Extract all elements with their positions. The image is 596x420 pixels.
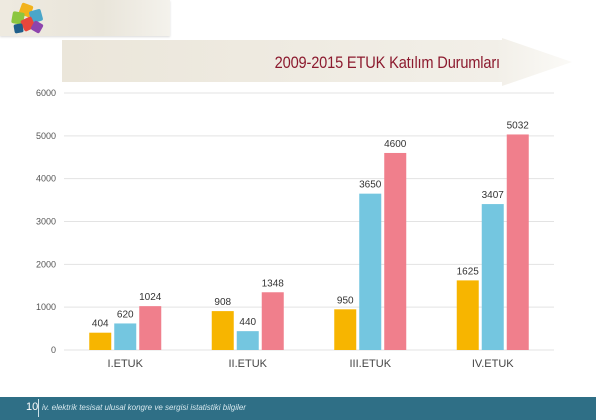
data-label: 4600	[384, 139, 407, 150]
data-label: 1348	[262, 278, 285, 289]
data-label: 1625	[457, 266, 480, 277]
y-tick-label: 0	[51, 345, 56, 355]
page-number: 10	[26, 401, 39, 413]
bar	[261, 292, 284, 350]
y-tick-label: 4000	[36, 174, 56, 184]
data-label: 404	[92, 319, 109, 330]
y-tick-label: 5000	[36, 131, 56, 141]
data-label: 1024	[139, 292, 162, 303]
data-label: 908	[214, 297, 231, 308]
data-label: 440	[239, 317, 256, 328]
bar	[384, 152, 407, 350]
title-banner	[62, 38, 572, 86]
bar	[139, 306, 162, 350]
bar	[334, 309, 357, 350]
data-label: 950	[337, 295, 354, 306]
bar	[359, 193, 382, 350]
puzzle-logo-icon	[11, 2, 44, 34]
data-label: 3407	[482, 190, 505, 201]
bar	[114, 323, 137, 350]
x-tick-label: II.ETUK	[228, 358, 267, 370]
x-tick-label: IV.ETUK	[472, 358, 514, 370]
data-label: 5032	[507, 120, 530, 131]
y-tick-label: 3000	[36, 217, 56, 227]
bar	[211, 311, 234, 350]
bar	[506, 134, 529, 350]
bar	[456, 280, 479, 350]
y-tick-label: 1000	[36, 302, 56, 312]
bar	[236, 331, 259, 350]
footer-text: iv. elektrik tesisat ulusal kongre ve se…	[42, 403, 246, 412]
bar	[89, 332, 112, 350]
x-tick-label: I.ETUK	[108, 358, 144, 370]
data-label: 3650	[359, 180, 382, 191]
y-tick-label: 2000	[36, 259, 56, 269]
chart-title: 2009-2015 ETUK Katılım Durumları	[274, 53, 500, 72]
y-tick-label: 6000	[36, 88, 56, 98]
footer-divider	[38, 399, 39, 417]
bar-chart: 0 1000 2000 3000 4000 5000 6000 404 620 1024 I.ETU…	[36, 88, 554, 370]
footer-bar	[0, 397, 596, 420]
bar	[481, 204, 504, 350]
x-tick-label: III.ETUK	[349, 358, 391, 370]
data-label: 620	[117, 309, 134, 320]
logo-strip	[0, 0, 170, 36]
